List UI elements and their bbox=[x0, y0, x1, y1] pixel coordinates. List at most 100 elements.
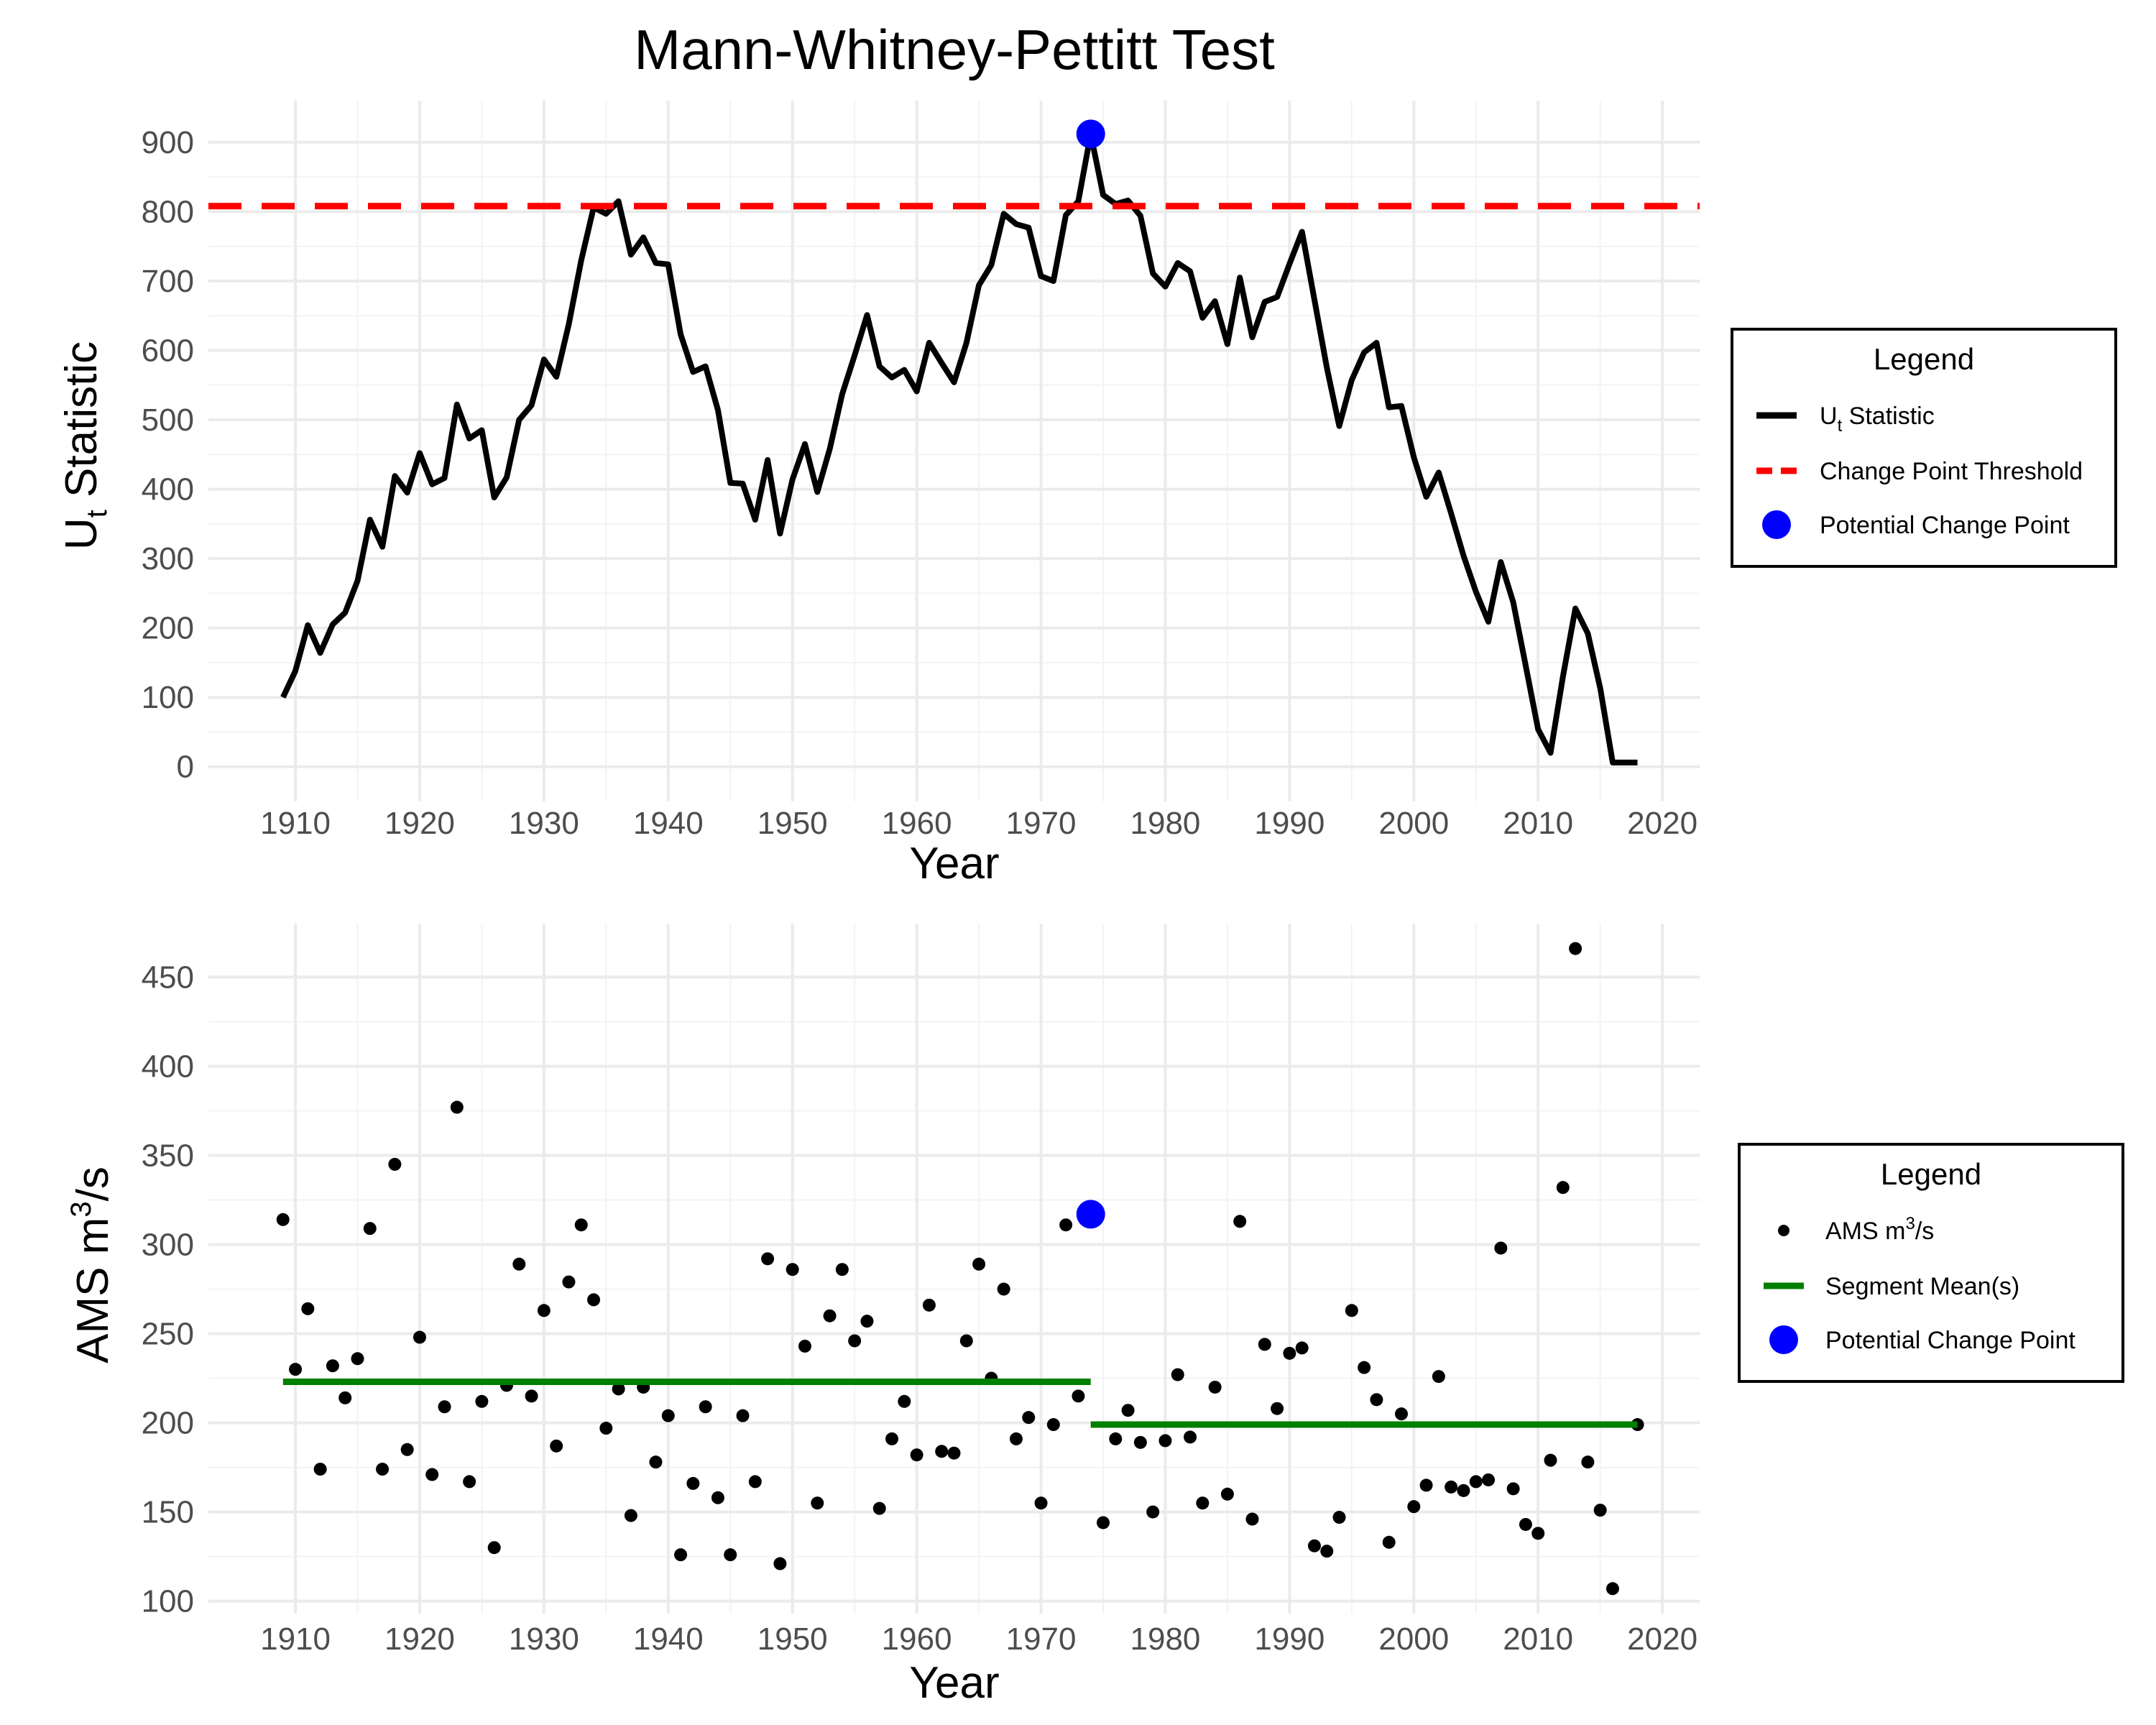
ams-data-point bbox=[1171, 1368, 1184, 1381]
ams-data-point bbox=[872, 1501, 886, 1515]
ams-data-point bbox=[1606, 1582, 1619, 1596]
ut-x-tick-label: 1970 bbox=[1006, 806, 1077, 841]
ams-data-point bbox=[1009, 1432, 1023, 1445]
ut-legend-label-change-point: Potential Change Point bbox=[1820, 512, 2070, 539]
ams-data-point bbox=[1208, 1380, 1222, 1394]
ams-x-tick-label: 2020 bbox=[1627, 1622, 1697, 1657]
ams-data-point bbox=[786, 1263, 799, 1276]
ams-y-tick-label: 150 bbox=[142, 1495, 194, 1530]
ams-data-point bbox=[798, 1339, 811, 1353]
ams-data-point bbox=[1146, 1505, 1160, 1519]
ams-data-point bbox=[1233, 1215, 1247, 1228]
ams-data-point bbox=[537, 1304, 550, 1317]
ams-data-point bbox=[1345, 1304, 1358, 1317]
ams-data-point bbox=[1506, 1482, 1520, 1496]
ut-y-tick-label: 800 bbox=[142, 194, 194, 229]
ut-y-tick-label: 900 bbox=[142, 125, 194, 160]
ams-data-point bbox=[1395, 1407, 1408, 1421]
ams-data-point bbox=[1432, 1370, 1445, 1384]
ams-data-point bbox=[1419, 1478, 1433, 1492]
ams-data-point bbox=[1358, 1361, 1371, 1374]
ams-y-tick-label: 250 bbox=[142, 1317, 194, 1352]
ut-legend-label-ut: Ut Statistic bbox=[1820, 402, 1935, 436]
ut-y-tick-label: 100 bbox=[142, 680, 194, 715]
ams-data-point bbox=[475, 1394, 489, 1408]
ams-legend-box bbox=[1738, 1143, 2124, 1383]
ut-change-point-marker bbox=[1076, 119, 1105, 149]
ut-y-tick-label: 600 bbox=[142, 334, 194, 369]
ams-data-point bbox=[525, 1389, 538, 1403]
ams-data-point bbox=[860, 1315, 874, 1328]
ams-data-point bbox=[1370, 1393, 1383, 1407]
ams-data-point bbox=[1046, 1418, 1060, 1432]
ams-data-point bbox=[935, 1445, 949, 1458]
ams-data-point bbox=[724, 1548, 737, 1562]
ams-data-point bbox=[1469, 1475, 1483, 1489]
ams-y-tick-label: 400 bbox=[142, 1049, 194, 1084]
ams-data-point bbox=[1556, 1181, 1570, 1195]
ut-y-tick-label: 400 bbox=[142, 472, 194, 507]
ams-x-tick-label: 1930 bbox=[509, 1622, 579, 1657]
ams-data-point bbox=[1109, 1432, 1123, 1445]
ut-x-tick-label: 1940 bbox=[633, 806, 704, 841]
ams-data-point bbox=[1593, 1504, 1607, 1517]
ut-y-axis-title: Ut Statistic bbox=[57, 341, 113, 550]
ams-data-point bbox=[1022, 1411, 1036, 1425]
ams-data-point bbox=[1295, 1341, 1309, 1355]
ams-data-point bbox=[363, 1222, 377, 1236]
ams-data-point bbox=[574, 1218, 588, 1232]
ams-data-point bbox=[351, 1352, 364, 1366]
ams-data-point bbox=[550, 1439, 563, 1453]
ams-data-point bbox=[1258, 1338, 1271, 1351]
ams-data-point bbox=[289, 1363, 303, 1376]
ams-data-point bbox=[512, 1257, 526, 1271]
ams-x-tick-label: 2010 bbox=[1503, 1622, 1573, 1657]
ams-legend: Legend AMS m3/s Segment Mean(s) Potentia… bbox=[1738, 1143, 2124, 1383]
ut-x-axis-title: Year bbox=[909, 839, 999, 888]
ams-data-point bbox=[959, 1334, 973, 1348]
ams-data-point bbox=[562, 1275, 576, 1289]
ut-series bbox=[208, 119, 1700, 765]
ams-data-point bbox=[649, 1455, 663, 1469]
ams-legend-label-ams-sup: 3 bbox=[1905, 1214, 1915, 1233]
ams-panel: 100 150 200 250 300 350 400 450 1910 1920 1930 194… bbox=[65, 924, 2124, 1708]
ut-x-tick-label: 1920 bbox=[384, 806, 455, 841]
ams-data-point bbox=[1569, 942, 1583, 955]
ams-change-point-marker bbox=[1076, 1200, 1105, 1229]
ams-data-point bbox=[1271, 1402, 1284, 1415]
ams-legend-dot-key bbox=[1769, 1325, 1798, 1354]
ams-y-axis-title: AMS m3/s bbox=[65, 1167, 118, 1363]
ams-data-point bbox=[463, 1475, 476, 1489]
ut-x-tick-label: 2010 bbox=[1503, 806, 1573, 841]
ams-legend-point-key bbox=[1778, 1225, 1789, 1236]
ams-data-point bbox=[835, 1263, 849, 1276]
ams-data-point bbox=[1307, 1539, 1321, 1552]
ut-y-tick-label: 700 bbox=[142, 264, 194, 299]
ut-y-tick-label: 300 bbox=[142, 541, 194, 576]
ams-data-point bbox=[438, 1400, 451, 1414]
ams-data-point bbox=[1581, 1455, 1595, 1469]
ams-x-tick-label: 1920 bbox=[384, 1622, 455, 1657]
ut-x-tick-label: 1950 bbox=[757, 806, 828, 841]
ams-data-point bbox=[1283, 1346, 1296, 1360]
ams-data-point bbox=[1457, 1484, 1470, 1497]
ams-data-point bbox=[1445, 1480, 1458, 1494]
ams-data-point bbox=[425, 1468, 439, 1481]
ams-x-tick-label: 2000 bbox=[1378, 1622, 1449, 1657]
ams-x-tick-label: 1960 bbox=[882, 1622, 952, 1657]
ams-data-point bbox=[326, 1359, 339, 1373]
ut-y-axis-title-main: U bbox=[57, 518, 106, 550]
ut-legend-label-ut-rest: Statistic bbox=[1842, 402, 1934, 430]
ams-data-point bbox=[823, 1309, 837, 1322]
ut-grid bbox=[208, 101, 1700, 801]
ams-data-point bbox=[898, 1394, 911, 1408]
ut-y-tick-label: 500 bbox=[142, 402, 194, 438]
ams-data-point bbox=[686, 1476, 700, 1490]
ams-data-point bbox=[661, 1409, 675, 1422]
ams-data-point bbox=[450, 1100, 464, 1114]
ams-data-point bbox=[1072, 1389, 1085, 1403]
ams-legend-label-ams-rest: /s bbox=[1915, 1218, 1934, 1245]
ams-data-point bbox=[1133, 1435, 1147, 1449]
ut-x-tick-label: 1990 bbox=[1254, 806, 1325, 841]
